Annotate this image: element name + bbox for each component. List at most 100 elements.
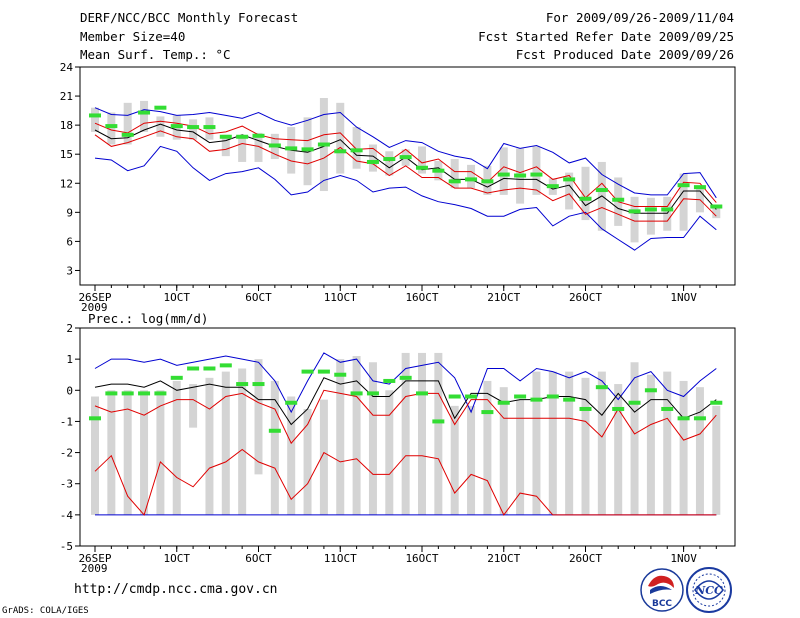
- box-34: [630, 362, 639, 515]
- x-tick-label: 16OCT: [405, 552, 438, 565]
- observed-mark-13: [285, 146, 298, 151]
- observed-mark-19: [383, 157, 396, 162]
- box-34: [630, 196, 639, 243]
- x-tick-label: 6OCT: [245, 552, 272, 565]
- observed-mark-39: [710, 204, 723, 209]
- box-33: [614, 384, 623, 515]
- box-24: [467, 405, 476, 515]
- line-upper-spread: [94, 389, 717, 445]
- observed-mark-38: [693, 185, 706, 190]
- observed-mark-32: [595, 385, 608, 390]
- observed-mark-11: [252, 382, 265, 387]
- ncc-logo-text: NCC: [694, 584, 723, 597]
- observed-mark-24: [465, 177, 478, 182]
- box-6: [172, 380, 181, 515]
- observed-mark-1: [89, 113, 101, 118]
- observed-mark-25: [481, 410, 494, 415]
- box-10: [238, 137, 247, 162]
- observed-mark-22: [432, 168, 445, 173]
- box-35: [646, 374, 655, 515]
- observed-mark-26: [497, 172, 510, 177]
- box-4: [140, 390, 149, 515]
- box-27: [516, 399, 525, 515]
- forecast-produced-date: Fcst Produced Date 2009/09/26: [515, 47, 734, 62]
- y-tick-label: 3: [66, 264, 73, 277]
- observed-mark-23: [448, 394, 461, 399]
- observed-mark-11: [252, 133, 265, 138]
- observed-mark-17: [350, 148, 363, 153]
- x-tick-label: 26OCT: [569, 552, 602, 565]
- y-tick-label: 1: [66, 353, 73, 366]
- line-max-member: [94, 352, 717, 414]
- chart-title: DERF/NCC/BCC Monthly Forecast: [80, 10, 299, 25]
- observed-mark-4: [138, 110, 151, 115]
- observed-mark-33: [612, 197, 625, 202]
- observed-mark-36: [661, 207, 674, 212]
- box-11: [254, 359, 263, 475]
- observed-mark-6: [170, 124, 183, 129]
- x-tick-label: 21OCT: [487, 552, 520, 565]
- box-3: [123, 102, 132, 145]
- x-tick-label: 11OCT: [324, 552, 357, 565]
- y-tick-label: 15: [60, 148, 73, 161]
- box-21: [418, 146, 426, 174]
- box-25: [483, 380, 492, 515]
- y-tick-label: -3: [60, 478, 73, 491]
- source-url[interactable]: http://cmdp.ncc.cma.gov.cn: [74, 582, 278, 597]
- observed-mark-4: [138, 391, 151, 396]
- observed-mark-20: [399, 375, 412, 380]
- box-31: [581, 377, 590, 515]
- observed-mark-16: [334, 372, 347, 377]
- y-tick-label: 24: [60, 61, 74, 74]
- box-22: [434, 352, 443, 515]
- observed-mark-20: [399, 155, 412, 160]
- box-5: [156, 390, 165, 515]
- bcc-logo: BCC: [640, 568, 684, 612]
- box-23: [450, 159, 459, 189]
- observed-mark-2: [105, 391, 118, 396]
- box-11: [254, 132, 263, 162]
- x-tick-label: 26SEP: [78, 291, 111, 304]
- observed-mark-18: [366, 159, 379, 164]
- box-5: [156, 116, 165, 137]
- ncc-logo: NCC: [686, 567, 732, 613]
- observed-mark-39: [710, 400, 723, 405]
- box-37: [679, 380, 688, 515]
- observed-mark-5: [154, 391, 167, 396]
- observed-mark-30: [563, 397, 576, 402]
- observed-mark-7: [187, 366, 200, 371]
- box-7: [189, 119, 198, 140]
- observed-mark-25: [481, 179, 494, 184]
- observed-mark-31: [579, 196, 592, 201]
- observed-mark-35: [644, 388, 657, 393]
- box-16: [336, 102, 345, 174]
- observed-mark-27: [514, 394, 527, 399]
- line-ensemble-mean: [94, 377, 717, 426]
- member-size-label: Member Size=40: [80, 29, 186, 44]
- box-30: [565, 371, 574, 515]
- box-9: [221, 371, 230, 515]
- box-18: [368, 144, 377, 172]
- y-tick-label: 0: [66, 384, 73, 397]
- observed-mark-29: [546, 184, 559, 189]
- observed-mark-34: [628, 209, 641, 214]
- line-min-member: [94, 145, 717, 251]
- y-tick-label: 21: [60, 90, 73, 103]
- box-2: [107, 112, 116, 145]
- box-26: [499, 387, 508, 515]
- box-39: [712, 206, 721, 219]
- observed-mark-12: [268, 428, 281, 433]
- observed-mark-5: [154, 105, 167, 110]
- box-28: [532, 146, 541, 195]
- observed-mark-1: [89, 416, 101, 421]
- box-19: [385, 390, 394, 515]
- observed-mark-15: [317, 142, 330, 147]
- x-tick-label: 26OCT: [569, 291, 602, 304]
- box-31: [581, 166, 590, 221]
- y-tick-label: 18: [60, 119, 73, 132]
- box-9: [221, 134, 230, 157]
- observed-mark-33: [612, 406, 625, 411]
- box-32: [597, 371, 606, 515]
